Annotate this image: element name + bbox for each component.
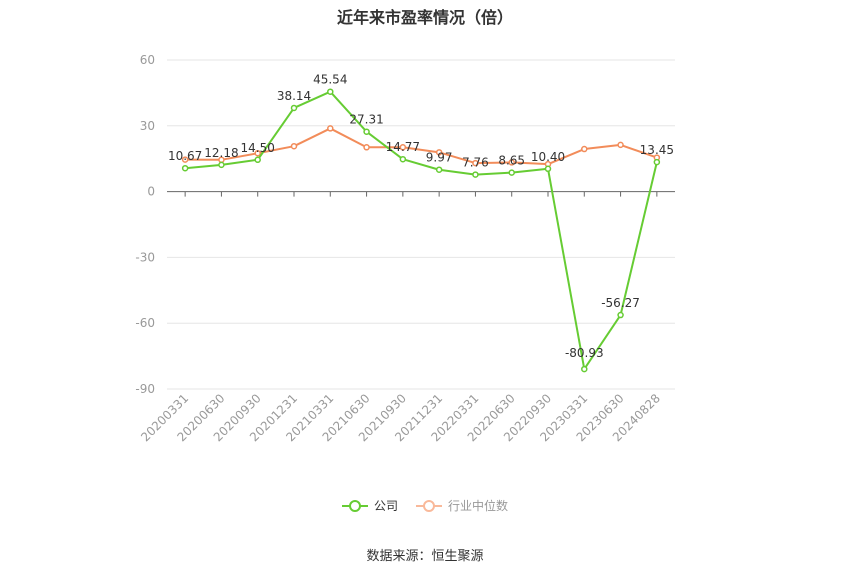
y-tick-label: 0 (147, 185, 155, 199)
data-point-company (472, 171, 479, 178)
y-tick-label: -30 (135, 250, 155, 264)
chart-title: 近年来市盈率情况（倍） (336, 8, 513, 27)
legend-company-marker-icon (341, 499, 368, 512)
data-label: 14.50 (241, 141, 275, 155)
data-point-company (254, 156, 261, 164)
data-label: 9.97 (426, 151, 453, 165)
y-tick-label: -60 (135, 316, 155, 330)
data-point-industry (508, 159, 515, 166)
data-label: 13.45 (640, 143, 674, 157)
y-tick-label: 30 (140, 119, 155, 133)
data-source-note: 数据来源：恒生聚源 (366, 549, 484, 564)
legend-industry-marker-icon (416, 499, 442, 512)
data-point-company (363, 128, 370, 135)
data-label: -56.27 (601, 296, 640, 310)
legend-item-industry[interactable]: 行业中位数 (416, 497, 508, 514)
data-point-company (327, 88, 334, 95)
data-point-industry (327, 125, 334, 132)
data-point-industry (581, 145, 588, 153)
data-point-company (617, 311, 624, 319)
data-point-company (435, 166, 443, 173)
data-point-industry (435, 149, 443, 156)
data-point-company (544, 165, 552, 173)
y-tick-label: 60 (140, 53, 155, 67)
data-label: 27.31 (349, 113, 383, 127)
data-label: -80.93 (565, 346, 604, 360)
data-point-company (218, 161, 225, 169)
data-label: 7.76 (462, 156, 489, 170)
data-point-industry (617, 141, 624, 149)
data-point-industry (254, 149, 261, 157)
data-point-industry (181, 156, 189, 163)
data-point-industry (472, 159, 479, 167)
data-point-company (653, 158, 661, 166)
data-point-industry (399, 144, 407, 151)
legend-industry-label: 行业中位数 (448, 499, 509, 513)
data-point-industry (363, 144, 370, 151)
data-point-industry (290, 142, 298, 150)
data-point-company (399, 155, 407, 163)
line-chart: 60300-30-60-9020200331202006302020093020… (135, 53, 675, 444)
data-label: 8.65 (498, 154, 525, 168)
chart-legend: 公司 行业中位数 (0, 497, 850, 514)
data-point-company (181, 164, 189, 172)
data-point-company (290, 104, 298, 112)
data-point-company (508, 169, 515, 176)
data-label: 38.14 (277, 89, 311, 103)
data-label: 45.54 (313, 73, 347, 87)
data-point-company (581, 365, 588, 373)
series-line-company (185, 90, 658, 371)
data-label: 14.77 (386, 140, 420, 154)
legend-company-label: 公司 (373, 499, 398, 513)
data-label: 12.18 (204, 146, 238, 160)
legend-item-company[interactable]: 公司 (341, 497, 398, 514)
data-label: 10.67 (168, 149, 202, 163)
data-label: 10.40 (531, 150, 565, 164)
y-tick-label: -90 (135, 382, 155, 396)
